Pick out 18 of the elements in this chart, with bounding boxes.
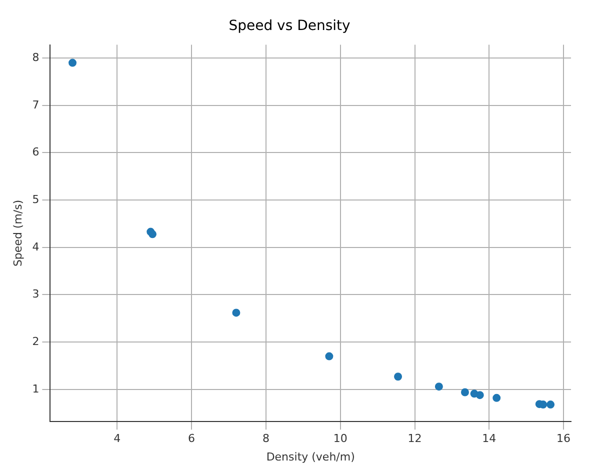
y-tick-label: 7	[32, 98, 40, 112]
y-tick-label: 2	[32, 334, 40, 348]
x-tick-label: 8	[262, 432, 270, 446]
x-tick-label: 4	[114, 432, 121, 446]
y-tick-label: 8	[32, 50, 40, 64]
x-tick-label: 16	[556, 432, 571, 446]
y-axis-title: Speed (m/s)	[11, 200, 24, 267]
y-tick-label: 1	[32, 382, 40, 396]
y-tick-label: 6	[32, 146, 40, 159]
chart-title: Speed vs Density	[228, 18, 350, 34]
y-tick-label: 3	[32, 288, 40, 301]
x-axis-title: Density (veh/m)	[266, 450, 355, 464]
y-tick-label: 5	[32, 192, 40, 206]
x-tick-label: 12	[408, 432, 422, 446]
x-tick-label: 6	[188, 432, 196, 446]
x-tick-label: 10	[333, 432, 348, 446]
y-tick-label: 4	[32, 240, 40, 254]
x-tick-label: 14	[482, 432, 496, 446]
